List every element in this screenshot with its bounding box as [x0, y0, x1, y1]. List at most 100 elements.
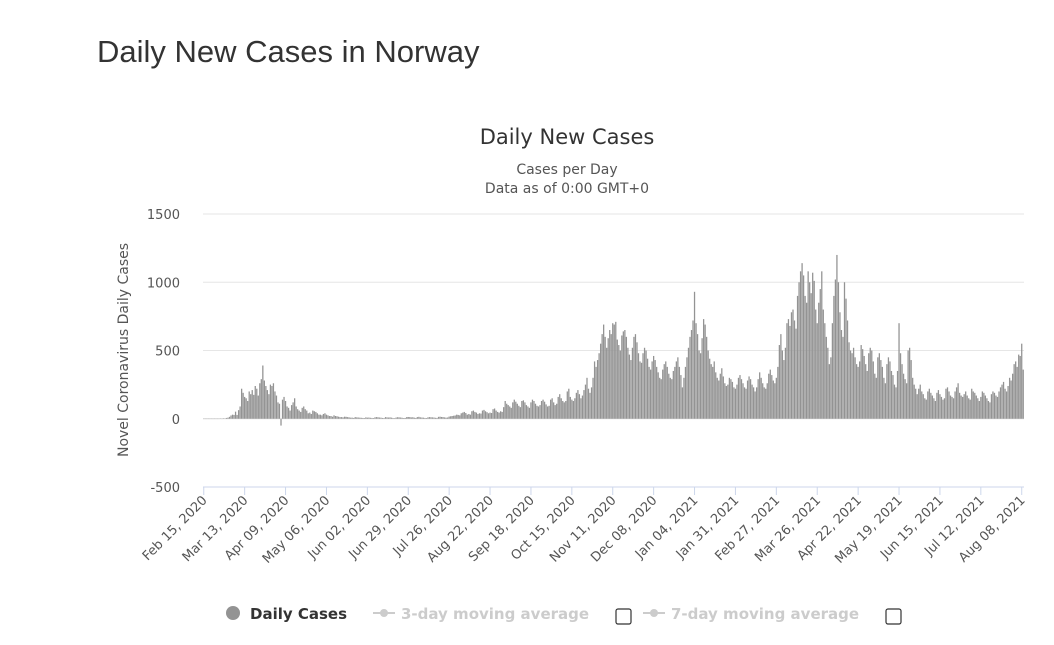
legend-label[interactable]: Daily Cases	[250, 605, 347, 623]
bar	[359, 417, 361, 419]
bar	[598, 353, 600, 419]
bar	[504, 401, 506, 419]
bar	[515, 401, 517, 419]
bar	[280, 418, 282, 426]
bar	[328, 416, 331, 419]
bar	[649, 369, 652, 419]
bar	[348, 417, 350, 419]
legend-label[interactable]: 7-day moving average	[671, 605, 859, 623]
bar	[410, 417, 412, 419]
bar	[749, 379, 752, 419]
bar	[565, 401, 567, 419]
bar	[551, 398, 553, 419]
bar	[369, 417, 372, 419]
bar	[946, 387, 949, 419]
bar	[393, 418, 396, 419]
bar	[531, 399, 534, 419]
bar	[425, 418, 428, 419]
bar	[478, 413, 481, 419]
bar	[409, 417, 411, 419]
bar	[759, 372, 761, 419]
bar	[277, 402, 279, 419]
bar	[351, 417, 353, 419]
bar	[1007, 385, 1009, 419]
bar	[495, 410, 497, 419]
bar	[807, 271, 809, 419]
bar	[253, 394, 255, 419]
page-title: Daily New Cases in Norway	[97, 34, 480, 69]
bar	[871, 350, 873, 419]
bar	[672, 370, 674, 419]
bar	[557, 396, 559, 419]
bar	[321, 415, 323, 419]
bar	[789, 325, 791, 419]
bar	[809, 282, 811, 419]
bar	[680, 375, 682, 419]
bar	[962, 396, 964, 419]
bar	[683, 377, 685, 419]
bar	[754, 391, 756, 419]
bar	[969, 399, 971, 419]
bar	[751, 384, 753, 419]
bar	[971, 388, 973, 419]
bar	[813, 280, 815, 419]
bar	[690, 330, 693, 419]
legend-label[interactable]: 3-day moving average	[401, 605, 589, 623]
bar	[843, 282, 846, 419]
bar	[445, 417, 447, 419]
bar	[908, 347, 911, 419]
legend-checkbox[interactable]	[885, 608, 902, 625]
bar	[500, 411, 502, 419]
bar	[698, 350, 700, 419]
bar	[559, 394, 561, 419]
bar	[775, 377, 777, 419]
bar	[342, 417, 344, 419]
bar	[928, 388, 930, 419]
bar	[575, 392, 578, 419]
bar	[548, 405, 550, 419]
bar	[456, 414, 458, 419]
bar	[459, 415, 461, 419]
bar	[442, 417, 444, 419]
bar	[822, 309, 824, 419]
bar	[472, 410, 475, 419]
bar	[796, 295, 799, 419]
bar	[677, 357, 679, 419]
bar	[398, 417, 400, 419]
bar	[533, 401, 535, 419]
bar	[318, 414, 320, 419]
bar	[584, 384, 587, 419]
bar	[263, 380, 265, 419]
legend-checkbox[interactable]	[615, 608, 632, 625]
bar	[1015, 361, 1017, 419]
bar	[927, 391, 929, 419]
bar	[854, 357, 856, 419]
chart-title: Daily New Cases	[480, 125, 655, 149]
bar	[689, 336, 691, 419]
bar	[695, 323, 697, 419]
bar	[925, 399, 927, 419]
bar	[801, 263, 803, 419]
bar	[940, 396, 943, 419]
bar	[707, 350, 709, 419]
bar	[837, 282, 840, 419]
bar	[804, 295, 806, 419]
bar	[354, 417, 356, 419]
bar	[983, 392, 985, 419]
bar	[583, 390, 585, 419]
bar	[774, 383, 776, 419]
bar	[465, 413, 467, 419]
bar	[381, 417, 384, 419]
bar	[292, 402, 294, 419]
bar	[374, 417, 376, 419]
bar	[1010, 380, 1012, 419]
bar	[419, 417, 422, 419]
bar	[471, 411, 473, 419]
bar	[634, 334, 637, 419]
bar	[730, 379, 732, 419]
bar	[462, 412, 464, 419]
bar	[919, 384, 921, 419]
bar	[686, 357, 688, 419]
bar	[892, 375, 894, 419]
